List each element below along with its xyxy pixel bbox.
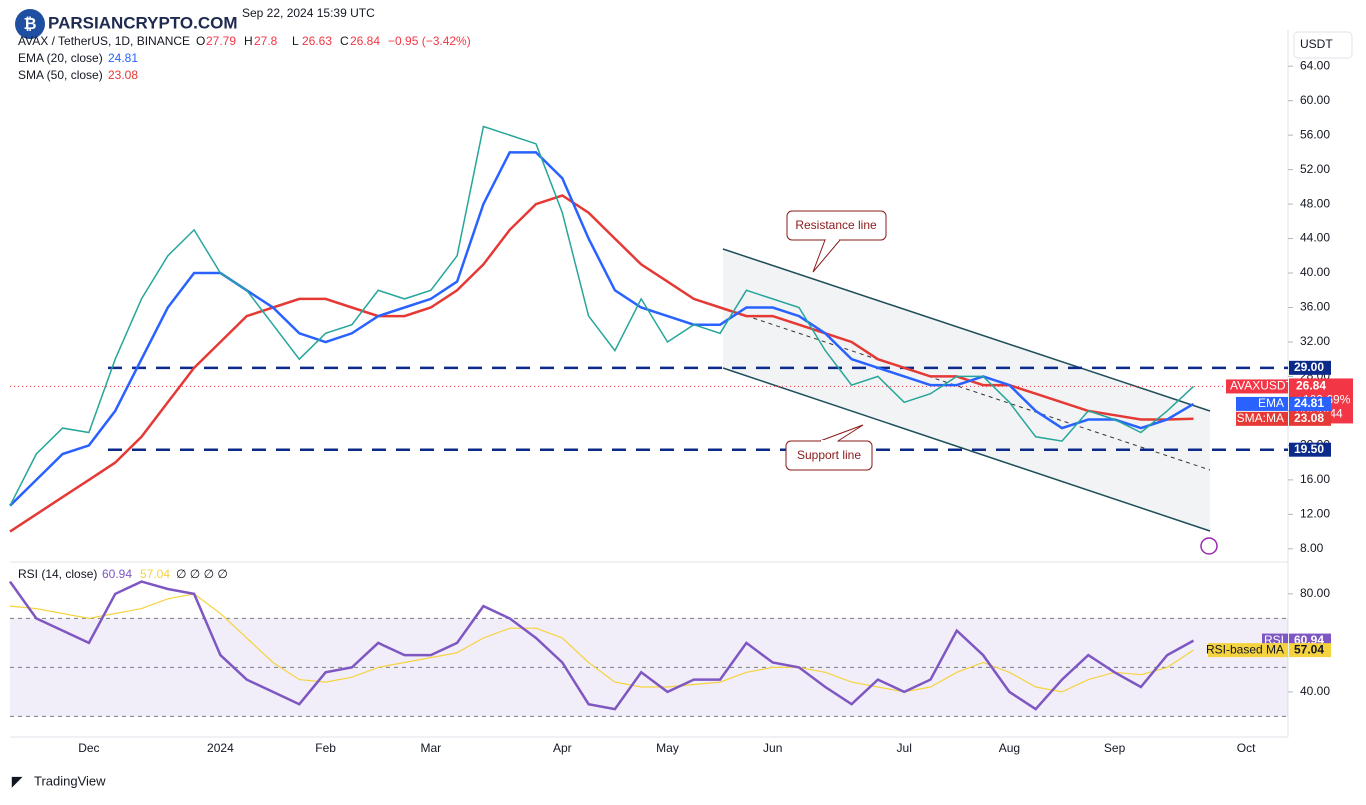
symbol-box [1226, 379, 1288, 394]
logo-text: PARSIANCRYPTO.COM [48, 13, 238, 32]
y-tick-label: 52.00 [1300, 162, 1330, 176]
resistance-line [722, 248, 1211, 412]
annotation: Resistance line [795, 218, 877, 232]
y-tick-label: 40.00 [1300, 265, 1330, 279]
alert-icon [1200, 537, 1218, 555]
indicator-value-box [1289, 396, 1331, 411]
annotation-pointer [812, 239, 841, 273]
rsi-title: RSI (14, close) [18, 567, 97, 581]
y-tick-label: 8.00 [1300, 541, 1324, 555]
y-tick-label: 48.00 [1300, 196, 1330, 210]
ohlc-value: 27.8 [254, 34, 278, 48]
legend-indicator-value: 24.81 [108, 51, 138, 65]
ohlc-value: 27.79 [206, 34, 236, 48]
x-tick-label: 2024 [207, 741, 234, 755]
annotation: Support line [797, 448, 861, 462]
y-tick-label: 40.00 [1300, 684, 1330, 698]
y-tick-label: 64.00 [1300, 58, 1330, 72]
rsi-icons: ∅ ∅ ∅ ∅ [176, 567, 228, 581]
symbol-label: AVAXUSDT [1230, 379, 1294, 393]
indicator-line [9, 194, 1194, 533]
x-tick-label: Mar [420, 741, 441, 755]
ohlc-label: H [244, 34, 253, 48]
level-label-box [1289, 360, 1331, 375]
indicator-tag-box [1236, 411, 1288, 426]
footer: TradingView [34, 773, 106, 788]
y-tick-label: 56.00 [1300, 127, 1330, 141]
tv-logo: ◤ [11, 773, 23, 788]
ohlc-label: O [196, 34, 205, 48]
logo-glyph: ₿ [23, 15, 36, 33]
legend-indicator-value: 23.08 [108, 68, 138, 82]
y-tick-label: 44.00 [1300, 231, 1330, 245]
rsi-tag: RSI-based MA [1206, 642, 1284, 656]
legend-indicator: SMA (50, close) [18, 68, 103, 82]
rsi-legend-value: 57.04 [140, 567, 170, 581]
indicator-value-box [1289, 411, 1331, 426]
rsi-legend-value: 60.94 [102, 567, 132, 581]
indicator-tag: EMA [1258, 396, 1284, 410]
x-tick-label: May [656, 741, 679, 755]
annotation-pointer [819, 424, 864, 442]
y-tick-label: 12.00 [1300, 506, 1330, 520]
support-line [722, 367, 1211, 532]
y-tick-label: 32.00 [1300, 334, 1330, 348]
ohlc-value: 26.63 [302, 34, 332, 48]
y-tick-label: 16.00 [1300, 472, 1330, 486]
level-label-box [1289, 442, 1331, 457]
currency-box [1293, 31, 1353, 59]
legend-symbol: AVAX / TetherUS, 1D, BINANCE [18, 34, 190, 48]
timestamp: Sep 22, 2024 15:39 UTC [242, 6, 375, 20]
plot [8, 125, 1288, 717]
last-price: 26.84 [1296, 379, 1326, 393]
x-tick-label: Oct [1237, 741, 1256, 755]
rsi-tag-box [1208, 643, 1288, 658]
price-line [9, 125, 1195, 507]
y-tick-label: 60.00 [1300, 93, 1330, 107]
legend-change: −0.95 (−3.42%) [388, 34, 471, 48]
ohlc-label: L [292, 34, 299, 48]
indicator-value: 24.81 [1294, 396, 1324, 410]
x-tick-label: Dec [78, 741, 99, 755]
rsi-value-box [1289, 643, 1331, 658]
x-tick-label: Sep [1104, 741, 1126, 755]
indicator-tag: SMA:MA [1237, 411, 1284, 425]
rsi-band [10, 618, 1288, 717]
logo-icon [15, 9, 45, 39]
ohlc-value: 26.84 [350, 34, 380, 48]
legend-indicator: EMA (20, close) [18, 51, 103, 65]
channel-midline [722, 307, 1211, 471]
y-tick-label: 80.00 [1300, 586, 1330, 600]
currency: USDT [1300, 37, 1333, 51]
y-tick-label: 36.00 [1300, 300, 1330, 314]
channel-fill [723, 249, 1210, 531]
indicator-tag-box [1236, 396, 1288, 411]
rsi-line [9, 593, 1194, 693]
x-tick-label: Jun [763, 741, 782, 755]
rsi-value: 57.04 [1294, 642, 1324, 656]
rsi-line [8, 580, 1195, 711]
indicator-line [9, 151, 1195, 507]
ohlc-label: C [340, 34, 349, 48]
level-label: 29.00 [1294, 360, 1324, 374]
x-tick-label: Feb [315, 741, 336, 755]
x-tick-label: Aug [999, 741, 1020, 755]
level-label: 19.50 [1294, 442, 1324, 456]
indicator-value: 23.08 [1294, 411, 1324, 425]
x-tick-label: Jul [897, 741, 912, 755]
x-tick-label: Apr [553, 741, 572, 755]
